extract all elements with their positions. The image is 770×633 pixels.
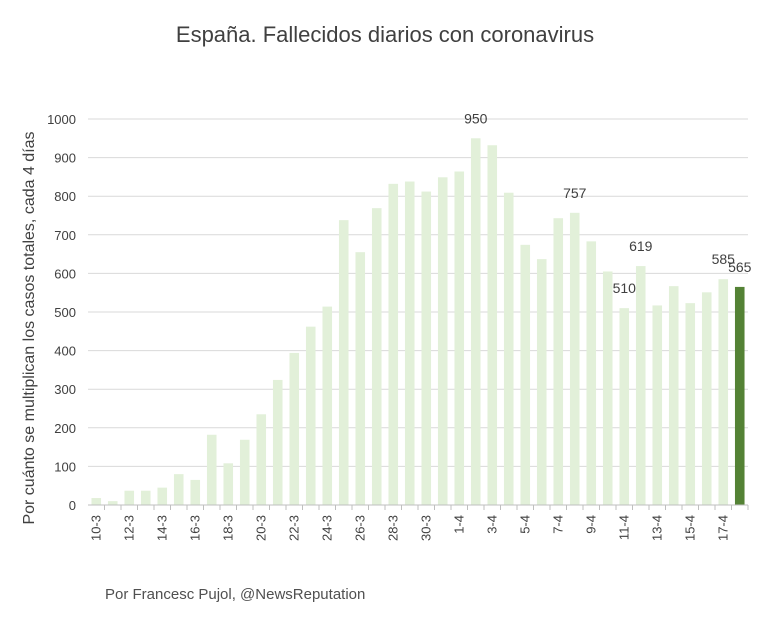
- x-tick-label: 1-4: [451, 515, 466, 534]
- footer-credit: Por Francesc Pujol, @NewsReputation: [105, 586, 366, 603]
- bar-18-3: [223, 463, 234, 505]
- x-tick-labels: 10-3 12-3 14-3 16-3 18-3 20-3 22-3 24-3 26-3 28-3…: [88, 515, 730, 541]
- y-tick-label: 500: [54, 305, 76, 320]
- x-tick-label: 10-3: [88, 515, 103, 541]
- bar-27-3: [371, 208, 382, 505]
- y-tick-label: 800: [54, 189, 76, 204]
- bar-17-4: [718, 279, 729, 505]
- x-tick-label: 5-4: [517, 515, 532, 534]
- x-tick-label: 9-4: [583, 515, 598, 534]
- x-tick-label: 18-3: [220, 515, 235, 541]
- data-label-11-4: 510: [613, 280, 637, 296]
- bar-17-3: [206, 434, 217, 505]
- bar-16-4: [701, 292, 712, 505]
- bar-8-4: [569, 212, 580, 505]
- bar-26-3: [355, 252, 366, 505]
- x-tick-label: 24-3: [319, 515, 334, 541]
- y-tick-labels: 0 100 200 300 400 500 600 700 800 900 1000: [47, 112, 76, 513]
- data-label-2-4: 950: [464, 110, 488, 126]
- bar-13-3: [140, 490, 151, 505]
- x-tick-label: 14-3: [154, 515, 169, 541]
- bar-12-4: [635, 266, 646, 505]
- bar-30-3: [421, 191, 432, 505]
- gridlines: [88, 118, 748, 467]
- y-tick-label: 400: [54, 344, 76, 359]
- chart-title: España. Fallecidos diarios con coronavir…: [175, 22, 595, 47]
- data-label-8-4: 757: [563, 185, 587, 201]
- bar-31-3: [437, 177, 448, 505]
- bar-4-4: [503, 192, 514, 505]
- bar-16-3: [190, 479, 201, 505]
- bar-20-3: [256, 414, 267, 505]
- x-tick-label: 13-4: [649, 515, 664, 541]
- y-tick-label: 100: [54, 459, 76, 474]
- bar-13-4: [652, 305, 663, 505]
- bar-1-4: [454, 171, 465, 505]
- y-tick-label: 200: [54, 421, 76, 436]
- bar-28-3: [388, 183, 399, 505]
- bar-14-3: [157, 487, 168, 505]
- bar-22-3: [289, 352, 300, 505]
- x-tick-label: 15-4: [682, 515, 697, 541]
- bar-9-4: [586, 241, 597, 505]
- bar-12-3: [124, 490, 135, 505]
- data-label-17-4: 585: [712, 251, 736, 267]
- y-tick-label: 0: [69, 498, 76, 513]
- data-label-12-4: 619: [629, 238, 653, 254]
- y-tick-label: 600: [54, 266, 76, 281]
- y-tick-label: 1000: [47, 112, 76, 127]
- bar-25-3: [338, 220, 349, 505]
- bar-14-4: [668, 286, 679, 505]
- bar-2-4: [470, 138, 481, 506]
- x-tick-label: 11-4: [616, 515, 631, 540]
- bar-11-4: [619, 308, 630, 505]
- bar-24-3: [322, 306, 333, 505]
- x-tick-label: 20-3: [253, 515, 268, 541]
- bar-5-4: [520, 244, 531, 505]
- bar-18-4: [734, 286, 745, 505]
- x-tick-label: 26-3: [352, 515, 367, 541]
- bar-6-4: [536, 259, 547, 505]
- x-tick-label: 12-3: [121, 515, 136, 541]
- y-tick-label: 700: [54, 228, 76, 243]
- x-tick-label: 17-4: [715, 515, 730, 541]
- x-tick-label: 28-3: [385, 515, 400, 541]
- bar-3-4: [487, 145, 498, 506]
- bar-10-3: [91, 498, 102, 505]
- bar-15-3: [173, 474, 184, 505]
- bars: [91, 138, 745, 506]
- y-tick-label: 900: [54, 151, 76, 166]
- x-tick-label: 30-3: [418, 515, 433, 541]
- data-label-18-4: 565: [728, 259, 752, 275]
- bar-23-3: [305, 326, 316, 505]
- x-tick-label: 22-3: [286, 515, 301, 541]
- x-tick-label: 16-3: [187, 515, 202, 541]
- bar-29-3: [404, 181, 415, 506]
- x-tick-label: 7-4: [550, 515, 565, 534]
- bar-19-3: [239, 439, 250, 505]
- bar-11-3: [107, 501, 118, 505]
- bar-7-4: [553, 218, 564, 505]
- bar-21-3: [272, 379, 283, 505]
- y-tick-label: 300: [54, 382, 76, 397]
- bar-10-4: [602, 271, 613, 505]
- y-axis-label: Por cuánto se multiplican los casos tota…: [21, 131, 38, 524]
- bar-15-4: [685, 303, 696, 505]
- x-tick-label: 3-4: [484, 515, 499, 534]
- axes: [88, 504, 749, 510]
